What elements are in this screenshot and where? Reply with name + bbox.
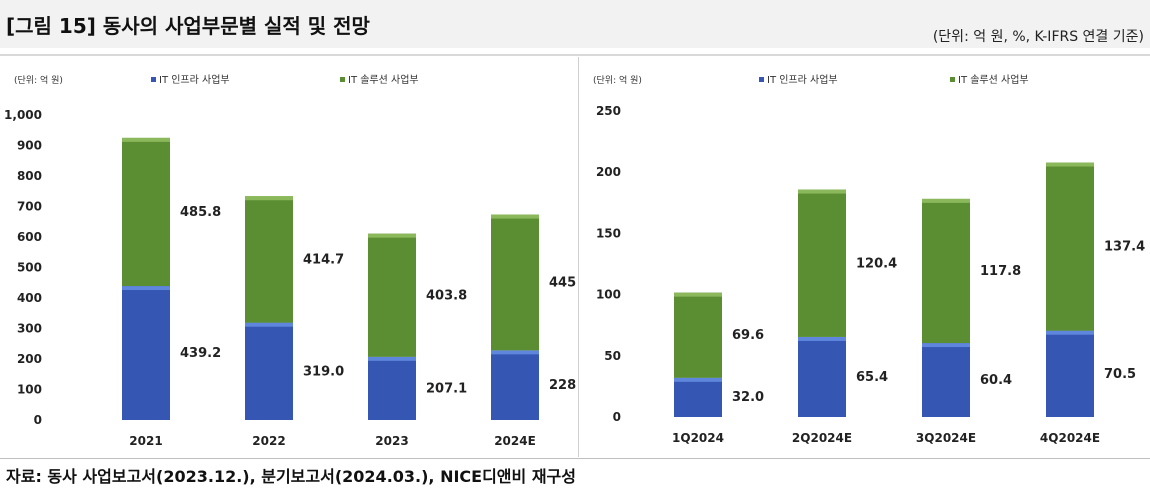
bar-solution-4Q2024E [1046,162,1094,331]
bar-infra-3Q2024E [922,343,970,417]
bar-solution-cap-1Q2024 [674,292,722,297]
data-label-infra: 228.3 [549,378,576,393]
bar-infra-2023 [368,356,416,420]
x-tick-label: 2024E [494,434,536,448]
y-tick-label: 0 [34,413,42,427]
bar-infra-cap-4Q2024E [1046,330,1094,335]
data-label-infra: 439.2 [180,346,221,361]
quarterly-chart-panel: (단위: 억 원) IT 인프라 사업부 IT 솔루션 사업부 0 50 100 150 20… [583,57,1148,457]
y-tick-label: 500 [17,261,42,275]
data-label-infra: 207.1 [426,381,467,396]
data-label-solution: 485.8 [180,205,221,220]
legend-label-solution: IT 솔루션 사업부 [348,73,419,86]
bar-infra-cap-3Q2024E [922,343,970,348]
y-tick-label: 250 [596,104,621,118]
bar-infra-cap-2021 [122,286,170,291]
data-label-infra: 319.0 [303,364,344,379]
data-label-infra: 65.4 [856,370,888,385]
unit-note: (단위: 억 원, %, K-IFRS 연결 기준) [932,29,1144,45]
data-label-solution: 117.8 [980,264,1021,279]
legend-swatch-infra [151,77,156,82]
y-tick-label: 700 [17,200,42,214]
bar-infra-cap-2022 [245,322,293,327]
bar-solution-cap-2024E [491,214,539,219]
bar-infra-cap-2Q2024E [798,336,846,341]
x-tick-label: 1Q2024 [672,431,724,445]
bar-solution-cap-3Q2024E [922,198,970,203]
bar-infra-cap-2024E [491,350,539,355]
x-tick-label: 3Q2024E [916,431,976,445]
y-tick-label: 300 [17,322,42,336]
bar-solution-2Q2024E [798,189,846,337]
bar-infra-cap-2023 [368,356,416,361]
chart-unit-label: (단위: 억 원) [14,74,63,86]
data-label-solution: 445.2 [549,275,576,290]
panel-divider [578,57,579,457]
data-label-solution: 403.8 [426,288,467,303]
y-tick-label: 900 [17,139,42,153]
y-tick-label: 1,000 [4,108,42,122]
y-tick-label: 100 [17,383,42,397]
bar-infra-2021 [122,286,170,420]
bottom-rule [0,458,1150,459]
legend-swatch-solution [950,77,955,82]
x-tick-label: 2Q2024E [792,431,852,445]
top-rule [0,54,1150,56]
quarterly-segment-chart: (단위: 억 원) IT 인프라 사업부 IT 솔루션 사업부 0 50 100 150 20… [593,73,1145,445]
x-tick-label: 2023 [375,434,408,448]
bar-solution-cap-4Q2024E [1046,162,1094,167]
bar-solution-cap-2022 [245,196,293,201]
legend-label-solution: IT 솔루션 사업부 [958,73,1029,86]
y-tick-label: 0 [613,410,621,424]
x-tick-label: 2021 [129,434,162,448]
y-tick-label: 400 [17,291,42,305]
y-tick-label: 150 [596,226,621,240]
data-label-infra: 32.0 [732,390,764,405]
bar-solution-2021 [122,137,170,287]
figure-title: [그림 15] 동사의 사업부문별 실적 및 전망 [6,14,370,38]
header-bar [0,0,1150,48]
bar-solution-2023 [368,233,416,357]
data-label-solution: 137.4 [1104,240,1145,255]
bar-infra-2022 [245,322,293,420]
x-tick-label: 2022 [252,434,285,448]
bar-solution-cap-2023 [368,233,416,238]
legend-swatch-solution [340,77,345,82]
data-label-solution: 120.4 [856,256,897,271]
y-tick-label: 800 [17,169,42,183]
legend-label-infra: IT 인프라 사업부 [767,73,838,86]
legend-label-infra: IT 인프라 사업부 [159,73,230,86]
data-label-solution: 69.6 [732,328,764,343]
bar-solution-2022 [245,196,293,323]
bar-infra-1Q2024 [674,377,722,417]
bar-solution-cap-2021 [122,137,170,142]
bar-infra-2024E [491,350,539,420]
data-label-infra: 60.4 [980,373,1012,388]
y-tick-label: 50 [604,349,621,363]
bar-solution-3Q2024E [922,198,970,344]
legend-swatch-infra [759,77,764,82]
data-label-solution: 414.7 [303,252,344,267]
bar-infra-2Q2024E [798,336,846,417]
annual-segment-chart: (단위: 억 원) IT 인프라 사업부 IT 솔루션 사업부 0 100 200 300 4… [4,73,576,448]
x-tick-label: 4Q2024E [1040,431,1100,445]
y-tick-label: 200 [596,165,621,179]
y-tick-label: 200 [17,352,42,366]
y-tick-label: 100 [596,288,621,302]
bar-solution-2024E [491,214,539,351]
chart-unit-label: (단위: 억 원) [593,74,642,86]
bar-infra-cap-1Q2024 [674,377,722,382]
bar-solution-cap-2Q2024E [798,189,846,194]
bar-infra-4Q2024E [1046,330,1094,417]
bar-solution-1Q2024 [674,292,722,378]
annual-chart-panel: (단위: 억 원) IT 인프라 사업부 IT 솔루션 사업부 0 100 200 300 4… [4,57,576,457]
y-tick-label: 600 [17,230,42,244]
data-label-infra: 70.5 [1104,367,1136,382]
source-note: 자료: 동사 사업보고서(2023.12.), 분기보고서(2024.03.),… [6,467,576,486]
